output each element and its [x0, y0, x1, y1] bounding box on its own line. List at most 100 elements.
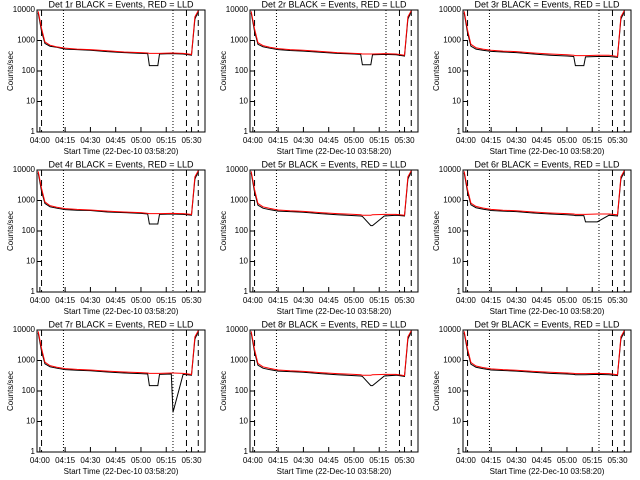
y-tick-label: 10: [239, 257, 248, 266]
data-line: [37, 171, 199, 225]
y-tick-label: 100: [448, 386, 462, 395]
data-line: [250, 170, 412, 216]
x-tick-label: 04:00: [456, 136, 477, 145]
panel: Det 1r BLACK = Events, RED = LLD Start Ti…: [6, 0, 206, 156]
x-tick-label: 05:00: [344, 136, 365, 145]
panel: Det 6r BLACK = Events, RED = LLD Start Ti…: [432, 159, 632, 316]
y-tick-label: 10000: [439, 325, 462, 334]
x-tick-label: 04:00: [30, 456, 51, 465]
plot-frame: [249, 169, 419, 293]
x-tick-label: 05:00: [557, 296, 578, 305]
y-tick-label: 1: [244, 127, 249, 136]
y-tick-label: 1: [457, 447, 462, 456]
x-tick-label: 05:00: [131, 136, 152, 145]
data-line: [250, 331, 412, 387]
plot-frame: [36, 329, 206, 453]
x-tick-label: 05:15: [156, 136, 177, 145]
y-tick-label: 10: [452, 257, 461, 266]
x-tick-label: 04:15: [481, 456, 502, 465]
plot-frame: [36, 9, 206, 133]
data-line: [250, 11, 412, 66]
x-tick-label: 04:45: [106, 456, 127, 465]
y-tick-label: 10000: [226, 165, 249, 174]
x-tick-label: 04:30: [293, 136, 314, 145]
y-tick-label: 10: [239, 97, 248, 106]
data-line: [37, 11, 199, 67]
x-tick-label: 04:45: [532, 296, 553, 305]
y-axis-label: Counts/sec: [219, 51, 228, 91]
y-tick-label: 100: [235, 66, 249, 75]
x-tick-label: 04:15: [481, 296, 502, 305]
y-tick-label: 1000: [230, 36, 248, 45]
panel: Det 7r BLACK = Events, RED = LLD Start Ti…: [6, 319, 206, 476]
x-tick-label: 05:30: [395, 296, 416, 305]
panel: Det 2r BLACK = Events, RED = LLD Start Ti…: [219, 0, 419, 156]
chart-title: Det 9r BLACK = Events, RED = LLD: [474, 319, 620, 329]
data-line: [463, 331, 625, 377]
data-line: [37, 10, 199, 55]
x-tick-label: 04:15: [268, 136, 289, 145]
y-tick-label: 10000: [13, 5, 36, 14]
x-tick-label: 04:45: [319, 296, 340, 305]
y-tick-label: 10: [26, 97, 35, 106]
y-tick-label: 1: [244, 287, 249, 296]
x-tick-label: 04:30: [293, 456, 314, 465]
y-tick-label: 1: [31, 287, 36, 296]
y-axis-label: Counts/sec: [6, 51, 15, 91]
y-tick-label: 1: [457, 127, 462, 136]
y-tick-label: 1000: [17, 356, 35, 365]
plot-frame: [249, 9, 419, 133]
x-axis-label: Start Time (22-Dec-10 03:58:20): [277, 147, 392, 156]
y-tick-label: 1000: [230, 196, 248, 205]
x-tick-label: 04:30: [293, 296, 314, 305]
y-tick-label: 1000: [230, 356, 248, 365]
x-tick-label: 05:30: [395, 136, 416, 145]
y-axis-label: Counts/sec: [219, 371, 228, 411]
x-tick-label: 05:15: [156, 456, 177, 465]
x-axis-label: Start Time (22-Dec-10 03:58:20): [64, 307, 179, 316]
y-tick-label: 10000: [13, 165, 36, 174]
y-axis-label: Counts/sec: [6, 211, 15, 251]
chart-title: Det 7r BLACK = Events, RED = LLD: [48, 319, 194, 329]
x-tick-label: 04:15: [55, 456, 76, 465]
chart-title: Det 5r BLACK = Events, RED = LLD: [261, 159, 407, 169]
x-tick-label: 04:00: [243, 296, 264, 305]
chart-title: Det 3r BLACK = Events, RED = LLD: [474, 0, 620, 9]
x-tick-label: 04:45: [532, 136, 553, 145]
y-tick-label: 100: [448, 66, 462, 75]
data-line: [250, 171, 412, 227]
data-line: [463, 170, 625, 216]
x-tick-label: 04:45: [106, 296, 127, 305]
x-tick-label: 05:30: [608, 456, 629, 465]
y-tick-label: 10: [26, 257, 35, 266]
data-line: [250, 330, 412, 377]
chart-title: Det 2r BLACK = Events, RED = LLD: [261, 0, 407, 9]
x-axis-label: Start Time (22-Dec-10 03:58:20): [490, 467, 605, 476]
y-tick-label: 10000: [226, 325, 249, 334]
x-tick-label: 05:15: [582, 456, 603, 465]
x-tick-label: 04:15: [481, 136, 502, 145]
y-tick-label: 10: [452, 417, 461, 426]
y-tick-label: 100: [22, 226, 36, 235]
chart-title: Det 1r BLACK = Events, RED = LLD: [48, 0, 194, 9]
x-tick-label: 05:30: [182, 456, 203, 465]
x-axis-label: Start Time (22-Dec-10 03:58:20): [490, 307, 605, 316]
x-tick-label: 04:30: [506, 456, 527, 465]
x-tick-label: 04:45: [106, 136, 127, 145]
x-tick-label: 05:30: [182, 136, 203, 145]
y-tick-label: 1: [31, 127, 36, 136]
x-tick-label: 05:30: [182, 296, 203, 305]
x-tick-label: 04:30: [506, 136, 527, 145]
y-tick-label: 1000: [17, 36, 35, 45]
x-tick-label: 05:00: [344, 296, 365, 305]
x-tick-label: 05:30: [608, 136, 629, 145]
y-tick-label: 10: [239, 417, 248, 426]
y-axis-label: Counts/sec: [432, 211, 441, 251]
y-tick-label: 10000: [439, 5, 462, 14]
x-tick-label: 04:30: [506, 296, 527, 305]
y-tick-label: 100: [235, 226, 249, 235]
y-tick-label: 10000: [13, 325, 36, 334]
y-axis-label: Counts/sec: [6, 371, 15, 411]
x-tick-label: 05:00: [131, 456, 152, 465]
